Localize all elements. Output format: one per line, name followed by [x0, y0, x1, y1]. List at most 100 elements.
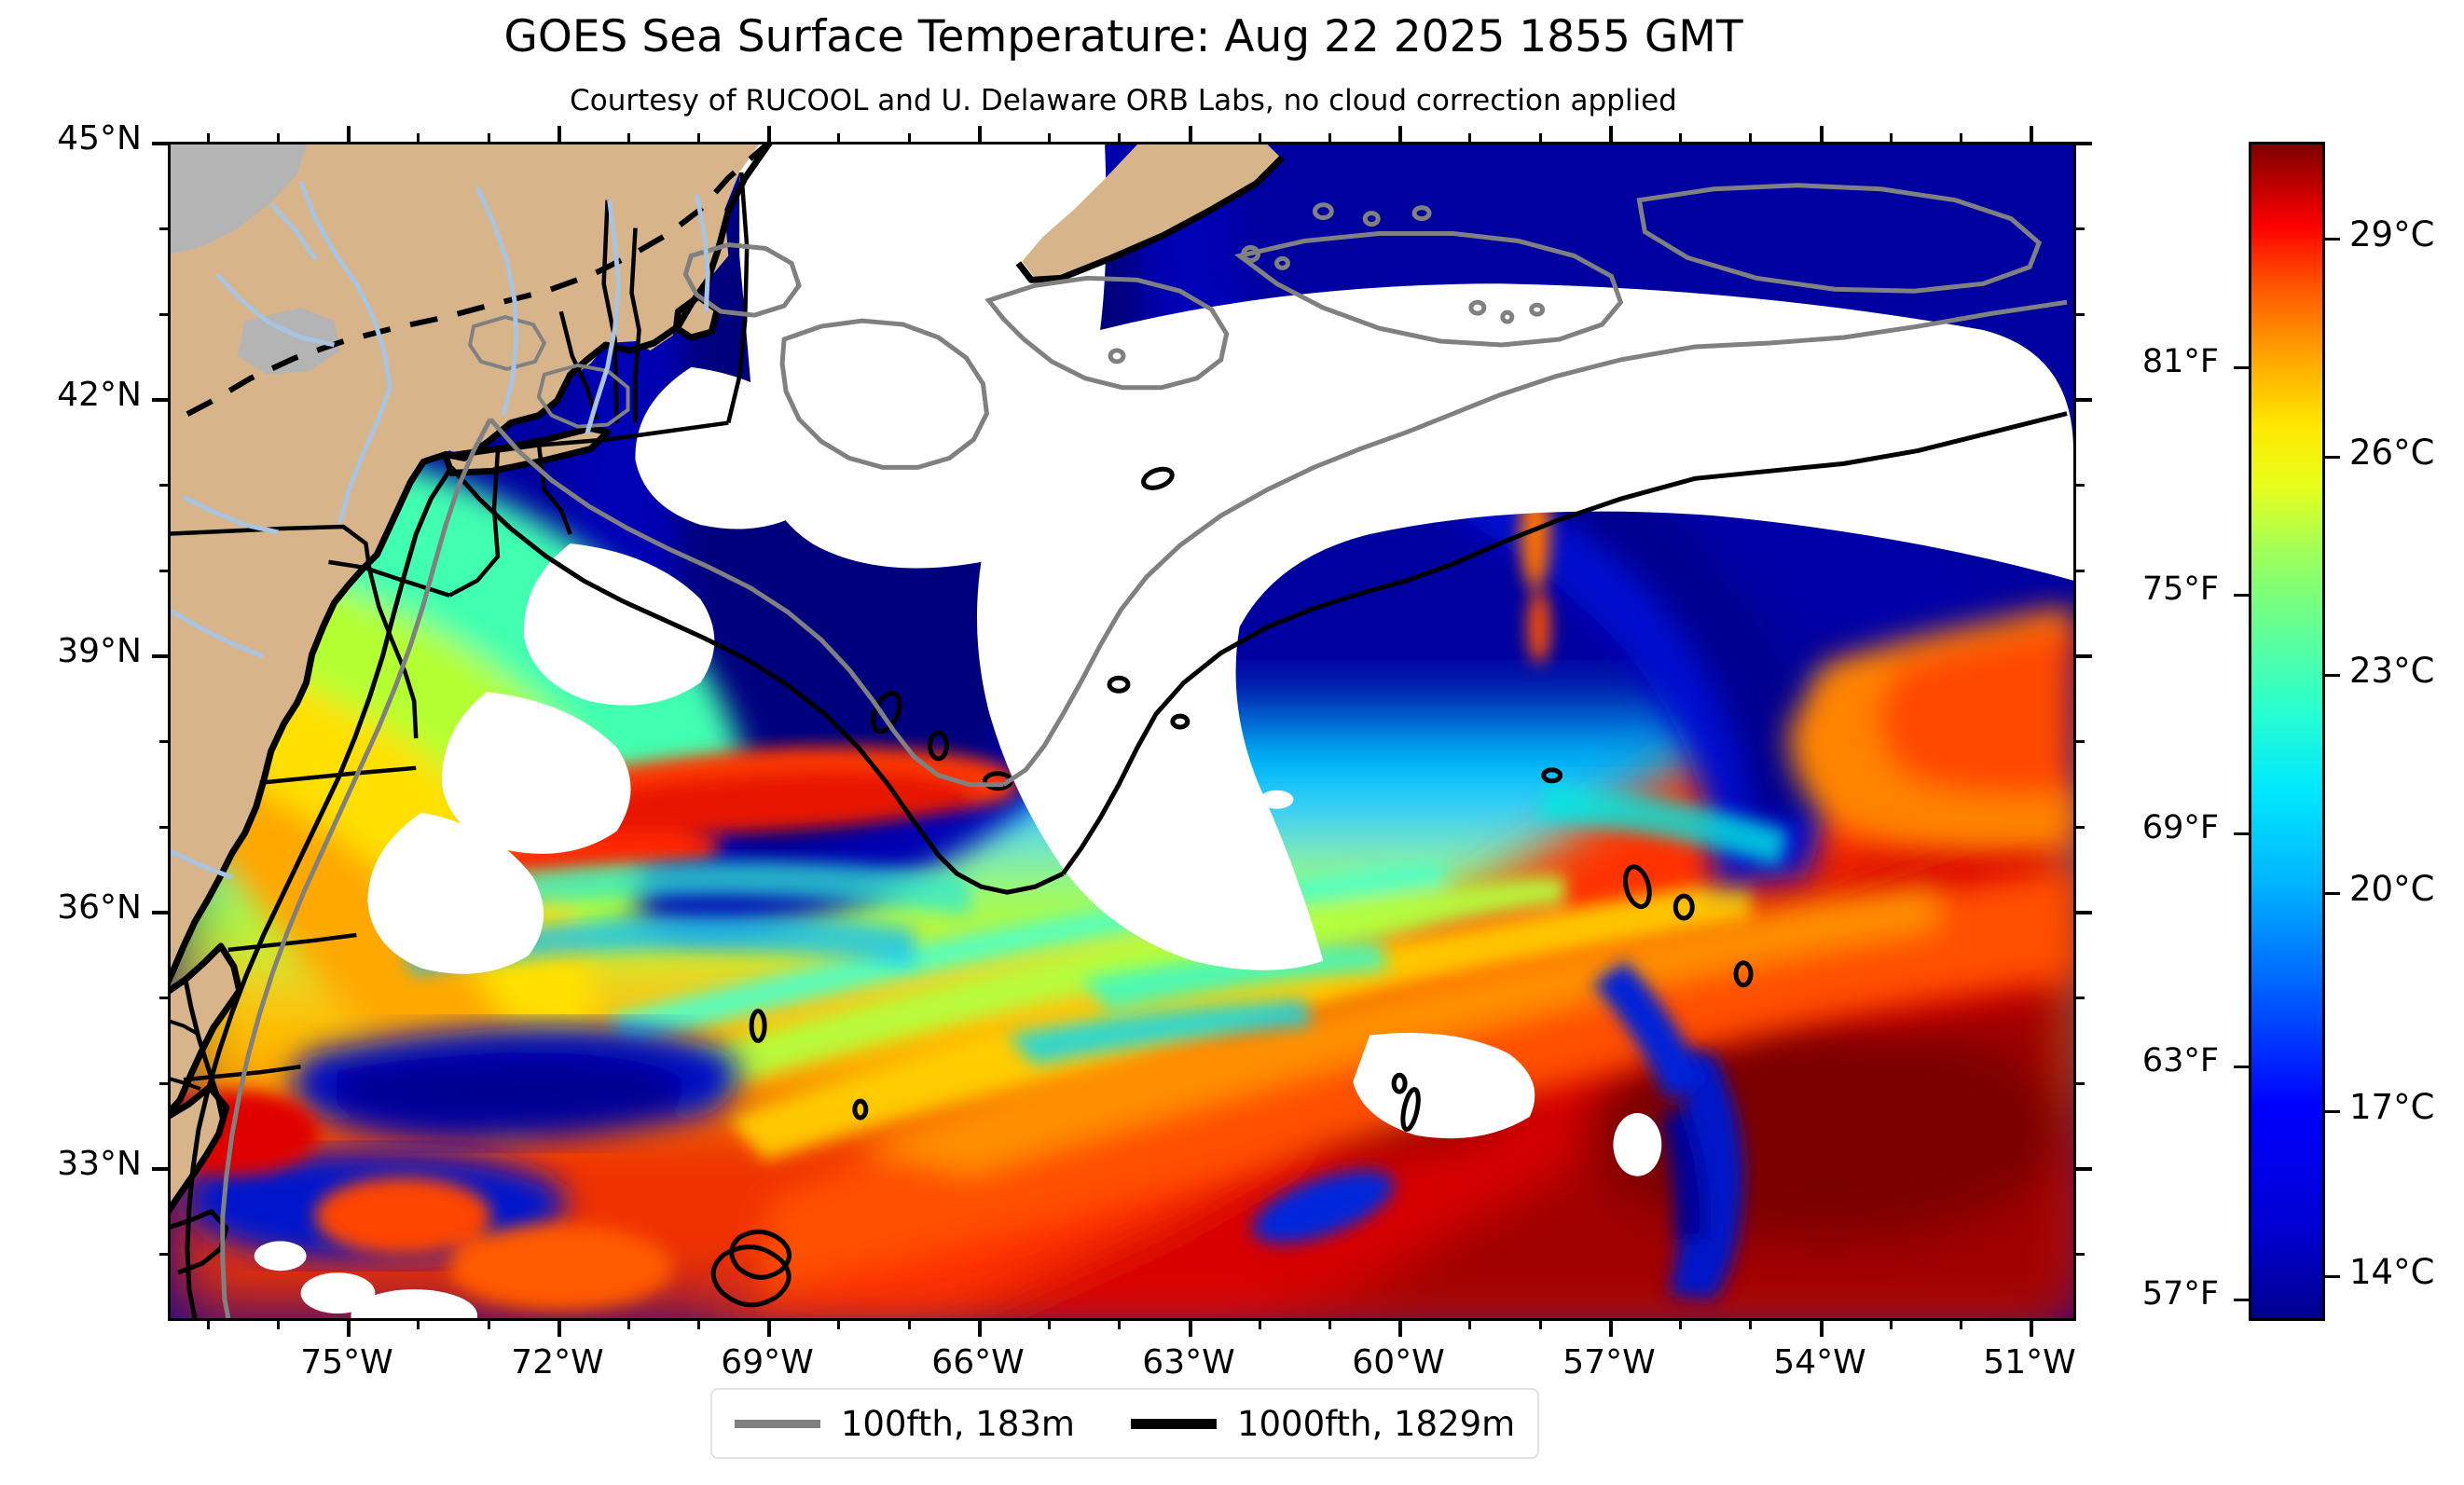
- xtick-minor: [1468, 1321, 1471, 1329]
- xtick-minor: [1960, 1321, 1962, 1329]
- xtick-minor-top: [1679, 133, 1682, 142]
- cbar-tick-c: [2325, 1275, 2340, 1278]
- xtick-minor-top: [697, 133, 700, 142]
- xtick-major-top: [1820, 126, 1824, 142]
- xtick-minor-top: [488, 133, 490, 142]
- sst-map[interactable]: [168, 142, 2076, 1321]
- ytick-minor: [159, 826, 168, 829]
- xtick-minor: [837, 1321, 840, 1329]
- xtick-minor: [1328, 1321, 1331, 1329]
- xtick-minor-top: [627, 133, 630, 142]
- us-canada-border: [171, 144, 772, 426]
- cbar-tick-c: [2325, 1110, 2340, 1113]
- xtick-minor: [1259, 1321, 1261, 1329]
- xtick-minor-top: [1960, 133, 1962, 142]
- xtick-minor: [277, 1321, 280, 1329]
- ytick-major-right: [2076, 398, 2092, 402]
- ytick-major-right: [2076, 654, 2092, 658]
- xtick-label: 57°W: [1562, 1343, 1656, 1382]
- xtick-minor-top: [837, 133, 840, 142]
- xtick-label: 54°W: [1773, 1343, 1866, 1382]
- ytick-major-right: [2076, 142, 2092, 145]
- page-subtitle: Courtesy of RUCOOL and U. Delaware ORB L…: [570, 84, 1677, 117]
- line-swatch-black-icon: [1130, 1418, 1217, 1429]
- xtick-major: [557, 1321, 561, 1337]
- ytick-major: [152, 398, 168, 402]
- cbar-label-f: 63°F: [2141, 1042, 2219, 1079]
- xtick-label: 66°W: [931, 1343, 1025, 1382]
- xtick-minor: [697, 1321, 700, 1329]
- ytick-minor: [159, 997, 168, 999]
- ytick-minor-right: [2076, 227, 2085, 230]
- ytick-minor-right: [2076, 826, 2085, 829]
- ytick-minor: [159, 740, 168, 743]
- ytick-minor-right: [2076, 1082, 2085, 1085]
- isobath-legend: 100fth, 183m 1000fth, 1829m: [710, 1388, 1539, 1459]
- cbar-tick-f: [2234, 1066, 2249, 1068]
- colorbar[interactable]: [2249, 142, 2325, 1321]
- ytick-label: 42°N: [57, 376, 142, 414]
- ytick-major-right: [2076, 1167, 2092, 1171]
- cbar-label-c: 26°C: [2349, 433, 2435, 473]
- ytick-major-right: [2076, 911, 2092, 914]
- cbar-tick-c: [2325, 674, 2340, 677]
- legend-entry-1000fth: 1000fth, 1829m: [1103, 1404, 1543, 1444]
- ytick-minor: [159, 227, 168, 230]
- xtick-major-top: [978, 126, 982, 142]
- xtick-major: [978, 1321, 982, 1337]
- xtick-minor: [1048, 1321, 1051, 1329]
- line-swatch-gray-icon: [734, 1419, 820, 1428]
- xtick-minor: [1539, 1321, 1542, 1329]
- ytick-major: [152, 911, 168, 914]
- cbar-label-f: 75°F: [2141, 571, 2219, 608]
- ytick-minor: [159, 1082, 168, 1085]
- cbar-label-f: 57°F: [2141, 1275, 2219, 1313]
- ytick-minor: [159, 570, 168, 572]
- cbar-label-c: 20°C: [2349, 869, 2435, 909]
- xtick-minor: [627, 1321, 630, 1329]
- xtick-minor-top: [1890, 133, 1893, 142]
- xtick-major-top: [557, 126, 561, 142]
- xtick-minor-top: [1328, 133, 1331, 142]
- ytick-label: 39°N: [57, 632, 142, 670]
- cbar-label-c: 23°C: [2349, 651, 2435, 691]
- ytick-minor: [159, 1253, 168, 1256]
- ytick-minor-right: [2076, 997, 2085, 999]
- xtick-label: 75°W: [300, 1343, 393, 1382]
- xtick-minor: [488, 1321, 490, 1329]
- ytick-minor: [159, 313, 168, 316]
- xtick-minor-top: [207, 133, 210, 142]
- xtick-major: [1820, 1321, 1824, 1337]
- xtick-minor: [417, 1321, 420, 1329]
- cbar-label-c: 29°C: [2349, 214, 2435, 254]
- sst-raster: [171, 144, 2073, 1318]
- xtick-minor-top: [908, 133, 911, 142]
- xtick-label: 51°W: [1983, 1343, 2076, 1382]
- xtick-major-top: [1398, 126, 1402, 142]
- xtick-label: 63°W: [1142, 1343, 1235, 1382]
- xtick-label: 60°W: [1352, 1343, 1445, 1382]
- page-title: GOES Sea Surface Temperature: Aug 22 202…: [503, 11, 1743, 62]
- xtick-major: [1398, 1321, 1402, 1337]
- xtick-minor-top: [1468, 133, 1471, 142]
- cbar-label-c: 17°C: [2349, 1087, 2435, 1127]
- ytick-minor-right: [2076, 484, 2085, 487]
- cbar-tick-f: [2234, 366, 2249, 369]
- legend-label: 100fth, 183m: [840, 1403, 1075, 1444]
- xtick-minor-top: [1539, 133, 1542, 142]
- xtick-minor: [207, 1321, 210, 1329]
- cbar-tick-c: [2325, 892, 2340, 895]
- xtick-minor: [1749, 1321, 1752, 1329]
- xtick-minor: [1890, 1321, 1893, 1329]
- xtick-minor-top: [1259, 133, 1261, 142]
- ytick-minor-right: [2076, 1253, 2085, 1256]
- xtick-minor-top: [1048, 133, 1051, 142]
- xtick-minor: [1679, 1321, 1682, 1329]
- xtick-minor-top: [417, 133, 420, 142]
- xtick-major-top: [1609, 126, 1613, 142]
- ytick-label: 45°N: [57, 119, 142, 158]
- colorbar-gradient: [2251, 144, 2322, 1318]
- ytick-major: [152, 654, 168, 658]
- legend-label: 1000fth, 1829m: [1236, 1403, 1516, 1444]
